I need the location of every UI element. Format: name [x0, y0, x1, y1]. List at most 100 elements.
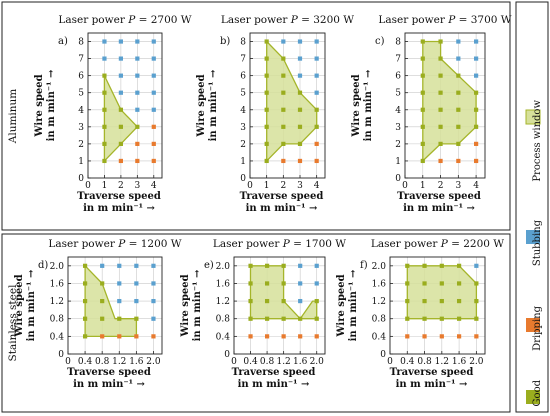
good-point: [100, 316, 105, 321]
good-point: [474, 281, 479, 286]
x-axis-label-line1: Traverse speed: [240, 191, 324, 202]
good-point: [314, 316, 319, 321]
y-tick-label: 8: [395, 38, 401, 48]
chart-title: Laser power P = 3700 W: [378, 14, 511, 26]
x-tick-label: 2: [280, 181, 286, 191]
process-window-polygon: [422, 40, 477, 162]
good-point: [281, 316, 286, 321]
stubbing-point: [298, 281, 303, 286]
good-point: [420, 107, 425, 112]
group-label-stainless-steel: Stainless steel: [7, 284, 19, 362]
chart-title-value: = 3200 W: [298, 14, 355, 26]
chart-title-prefix: Laser power: [378, 14, 448, 26]
good-point: [100, 298, 105, 304]
stubbing-point: [297, 56, 303, 61]
legend-swatch-stubbing: [526, 230, 540, 244]
good-point: [100, 281, 105, 286]
x-tick-label: 0: [85, 181, 91, 191]
legend-swatch-process-window: [525, 109, 541, 125]
chart-title-symbol: P: [117, 238, 126, 250]
x-tick-label: 4: [151, 181, 157, 191]
y-axis-label-line1: Wire speed: [180, 274, 191, 337]
x-tick-label: 1.2: [112, 357, 126, 367]
x-tick-label: 4: [314, 181, 320, 191]
stubbing-point: [135, 39, 140, 44]
good-point: [474, 90, 479, 95]
good-point: [297, 124, 303, 129]
good-point: [438, 56, 443, 61]
stubbing-point: [134, 281, 139, 286]
good-point: [474, 298, 479, 304]
legend-label-dripping: Dripping: [532, 305, 543, 350]
stubbing-point: [102, 56, 107, 61]
y-tick-label: 6: [395, 72, 401, 82]
dripping-point: [422, 334, 427, 339]
good-point: [420, 158, 425, 164]
y-tick-label: 1: [78, 157, 84, 167]
good-point: [314, 298, 319, 304]
chart-title-value: = 2200 W: [448, 238, 505, 250]
x-tick-label: 1: [420, 181, 426, 191]
good-point: [82, 263, 88, 268]
stubbing-point: [456, 56, 461, 61]
good-point: [248, 298, 253, 304]
x-axis-label-line2: in m min⁻¹ →: [403, 203, 475, 214]
stubbing-point: [135, 107, 140, 112]
good-point: [456, 124, 461, 129]
stubbing-point: [151, 39, 156, 44]
good-point: [474, 316, 479, 321]
stubbing-point: [117, 298, 122, 304]
x-tick-label: 1: [102, 181, 108, 191]
group-label-aluminum: Aluminum: [7, 89, 19, 145]
y-tick-label: 1.6: [216, 279, 231, 289]
stubbing-point: [281, 39, 286, 44]
y-tick-label: 8: [240, 38, 246, 48]
good-point: [118, 124, 123, 129]
stubbing-point: [474, 56, 479, 61]
dripping-point: [135, 158, 140, 164]
stubbing-point: [314, 73, 319, 78]
stubbing-point: [456, 39, 461, 44]
x-tick-label: 2.0: [310, 357, 325, 367]
good-point: [405, 316, 410, 321]
chart-title-symbol: P: [290, 14, 299, 26]
dripping-point: [314, 141, 319, 146]
good-point: [456, 107, 461, 112]
process-window-polygon: [406, 265, 478, 320]
good-point: [422, 281, 427, 286]
good-point: [264, 263, 270, 268]
y-tick-label: 0.8: [216, 315, 231, 325]
x-tick-label: 0.8: [260, 357, 275, 367]
good-point: [297, 107, 303, 112]
good-point: [135, 124, 140, 129]
x-tick-label: 0: [247, 181, 253, 191]
y-tick-label: 1.6: [372, 279, 387, 289]
dripping-point: [314, 158, 319, 164]
x-tick-label: 0.4: [78, 357, 93, 367]
legend: Process window Stubbing Dripping Good: [525, 100, 543, 406]
y-tick-label: 0.4: [50, 332, 65, 342]
good-point: [248, 316, 253, 321]
stainless-steel-frame: [1, 233, 511, 413]
dripping-point: [314, 334, 319, 339]
dripping-point: [298, 334, 303, 339]
plot-area-frame: [67, 256, 163, 355]
y-tick-label: 4: [395, 106, 401, 116]
good-point: [102, 158, 107, 164]
good-point: [438, 39, 443, 44]
y-tick-label: 5: [240, 89, 246, 99]
dripping-point: [264, 334, 270, 339]
y-tick-label: 6: [78, 72, 84, 82]
chart-title: Laser power P = 3200 W: [221, 14, 354, 26]
stubbing-point: [135, 56, 140, 61]
x-tick-label: 4: [473, 181, 479, 191]
dripping-point: [248, 334, 253, 339]
x-tick-label: 1: [264, 181, 270, 191]
dripping-point: [281, 158, 286, 164]
good-point: [405, 263, 410, 268]
y-tick-label: 0.8: [372, 315, 387, 325]
x-tick-label: 0: [387, 357, 393, 367]
